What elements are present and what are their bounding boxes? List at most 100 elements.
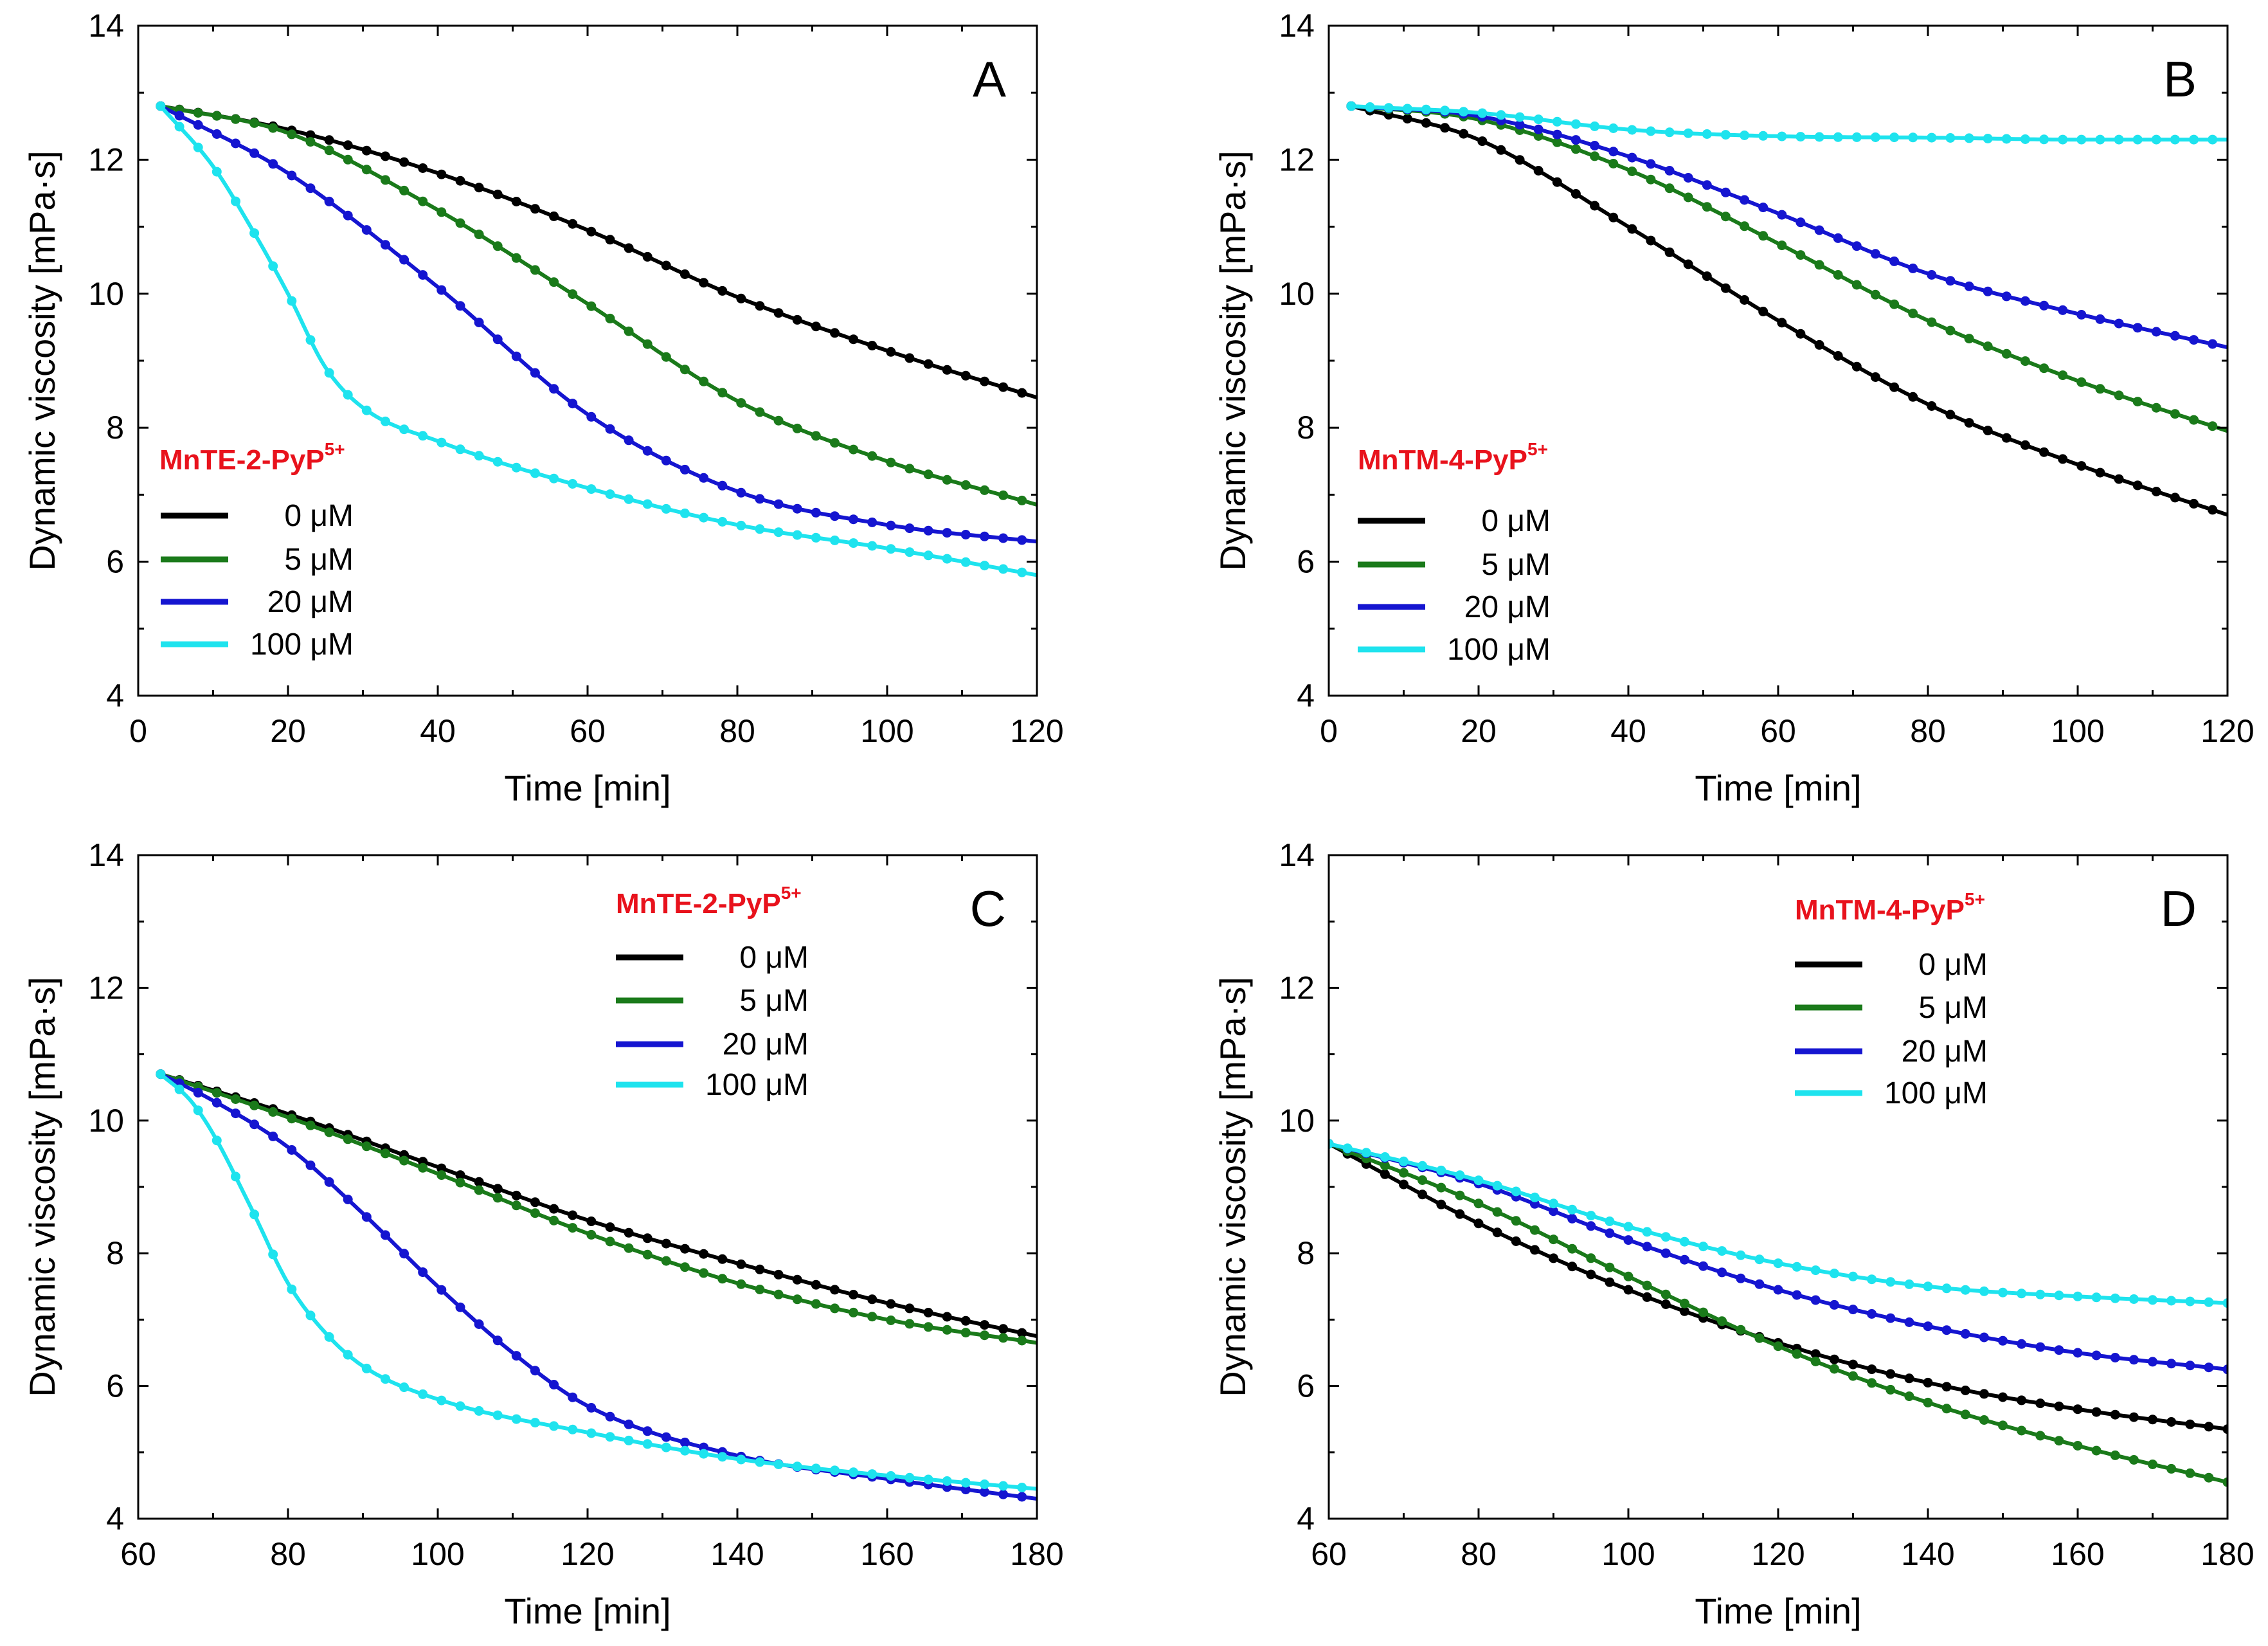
data-point [418, 196, 428, 206]
data-point [2017, 1339, 2027, 1349]
data-point [2039, 363, 2049, 374]
data-point [2222, 1424, 2228, 1434]
data-point [2151, 327, 2161, 337]
data-point [2185, 1296, 2195, 1307]
data-point [511, 351, 521, 361]
data-point [923, 1322, 933, 1332]
data-point [1571, 189, 1581, 199]
data-point [2148, 1357, 2157, 1367]
data-point [2166, 1296, 2177, 1306]
data-point [511, 197, 521, 206]
data-point [343, 210, 353, 221]
data-point [1586, 1253, 1596, 1263]
data-point [1848, 1305, 1858, 1315]
data-point [998, 1481, 1009, 1491]
data-point [661, 1432, 671, 1442]
data-point [1342, 1143, 1353, 1153]
data-point [1833, 351, 1843, 361]
data-point [1329, 1139, 1334, 1149]
data-point [1720, 283, 1731, 293]
data-point [1664, 127, 1675, 138]
data-point [1383, 103, 1394, 113]
data-point [1983, 341, 1993, 352]
data-point [1945, 410, 1956, 420]
data-point [174, 111, 184, 121]
data-point [2151, 487, 2161, 496]
data-point [1623, 1285, 1634, 1295]
data-point [923, 1308, 933, 1317]
data-point [343, 390, 353, 400]
x-tick-label: 140 [710, 1536, 764, 1572]
data-point [2020, 134, 2030, 144]
data-point [2073, 1348, 2083, 1358]
data-point [511, 462, 521, 473]
data-point [455, 1401, 465, 1411]
data-point [1758, 131, 1769, 141]
data-point [361, 225, 372, 235]
data-point [324, 1127, 334, 1137]
data-point [1642, 1227, 1652, 1237]
data-point [830, 1303, 840, 1314]
data-point [2128, 1412, 2139, 1422]
data-point [287, 296, 297, 306]
x-tick-label: 180 [1010, 1536, 1063, 1572]
series-100-uM [1329, 1139, 2228, 1308]
data-point [1661, 1248, 1671, 1258]
data-point [2076, 377, 2087, 387]
data-point [2204, 1422, 2214, 1432]
data-point [343, 154, 353, 165]
data-point [1979, 1286, 1989, 1296]
data-point [642, 1439, 652, 1449]
data-point [268, 261, 278, 271]
data-point [680, 1437, 690, 1447]
data-point [1418, 1161, 1428, 1171]
data-point [474, 1185, 484, 1195]
y-tick-label: 8 [1297, 1235, 1315, 1271]
y-axis-title: Dynamic viscosity [mPa·s] [22, 977, 62, 1397]
x-tick-label: 180 [2200, 1536, 2254, 1572]
series-5-uM [156, 101, 1037, 507]
data-point [2114, 318, 2124, 329]
data-point [792, 530, 802, 540]
data-point [867, 341, 878, 350]
data-point [193, 108, 203, 118]
data-point [1717, 1316, 1727, 1326]
data-point [624, 243, 634, 253]
data-point [2110, 1450, 2120, 1460]
x-tick-label: 80 [719, 713, 755, 749]
data-point [1923, 1397, 1933, 1407]
data-point [942, 554, 952, 564]
data-point [2035, 1289, 2046, 1299]
data-point [1867, 1274, 1877, 1285]
data-point [2114, 474, 2124, 484]
data-point [680, 365, 690, 375]
data-point [568, 1424, 578, 1434]
data-point [2001, 134, 2012, 144]
data-point [2166, 1463, 2177, 1474]
data-point [1642, 1242, 1652, 1252]
y-tick-label: 6 [106, 1368, 124, 1404]
data-point [830, 1285, 840, 1295]
data-point [624, 1243, 634, 1253]
data-point [361, 165, 372, 175]
data-point [1515, 155, 1525, 165]
y-tick-label: 6 [1297, 1368, 1315, 1404]
y-tick-label: 4 [1297, 1501, 1315, 1537]
data-point [717, 388, 728, 398]
data-point [343, 1350, 353, 1360]
x-tick-label: 140 [1901, 1536, 1954, 1572]
y-tick-label: 6 [1297, 544, 1315, 580]
x-axis-title: Time [min] [1695, 1591, 1861, 1631]
data-point [923, 525, 933, 536]
data-point [1923, 1321, 1933, 1332]
data-point [1904, 1317, 1914, 1327]
data-point [717, 517, 728, 527]
panel-label: D [2161, 880, 2197, 937]
data-point [642, 251, 652, 262]
data-point [905, 523, 915, 534]
y-tick-label: 10 [1279, 1103, 1315, 1139]
y-tick-label: 10 [88, 276, 124, 312]
data-point [1908, 309, 1918, 318]
x-axis-title: Time [min] [1695, 768, 1861, 808]
data-point [1627, 224, 1637, 234]
